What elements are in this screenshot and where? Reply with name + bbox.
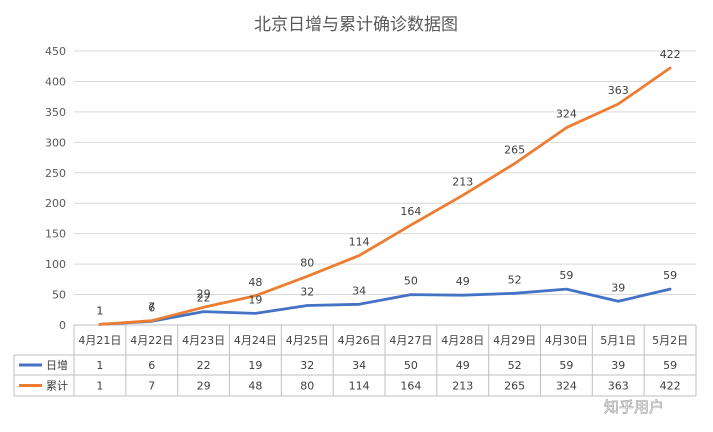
x-tick-label-3: 4月24日 bbox=[234, 334, 277, 347]
data-label-0-6: 50 bbox=[404, 275, 418, 288]
data-label-0-9: 59 bbox=[559, 269, 573, 282]
data-label-0-1: 6 bbox=[148, 301, 155, 314]
table-cell-0-1: 6 bbox=[148, 359, 155, 372]
table-cell-0-7: 49 bbox=[456, 359, 470, 372]
series-line-0 bbox=[98, 287, 672, 326]
table-cell-0-5: 34 bbox=[352, 359, 366, 372]
x-tick-label-4: 4月25日 bbox=[286, 334, 329, 347]
y-tick-label-3: 150 bbox=[45, 228, 66, 241]
y-tick-label-0: 0 bbox=[59, 319, 66, 332]
x-tick-label-0: 4月21日 bbox=[78, 334, 121, 347]
table-cell-1-1: 7 bbox=[148, 380, 155, 393]
data-label-0-7: 49 bbox=[456, 275, 470, 288]
table-cell-1-0: 1 bbox=[96, 380, 103, 393]
table-cell-1-7: 213 bbox=[452, 380, 473, 393]
data-label-0-2: 22 bbox=[197, 292, 211, 305]
data-label-1-0: 1 bbox=[96, 304, 103, 317]
table-cell-0-9: 59 bbox=[559, 359, 573, 372]
table-cell-1-3: 48 bbox=[248, 380, 262, 393]
y-tick-label-1: 50 bbox=[52, 289, 66, 302]
x-tick-label-9: 4月30日 bbox=[545, 334, 588, 347]
table-cell-0-2: 22 bbox=[197, 359, 211, 372]
table-cell-1-10: 363 bbox=[608, 380, 629, 393]
x-tick-label-7: 4月28日 bbox=[441, 334, 484, 347]
x-tick-label-11: 5月2日 bbox=[652, 334, 688, 347]
y-axis-ticks: 0 50 100 150 200 250 300 350 400 450 bbox=[45, 45, 66, 332]
gridlines bbox=[74, 50, 696, 296]
data-label-0-5: 34 bbox=[352, 284, 366, 297]
data-label-0-10: 39 bbox=[611, 281, 625, 294]
y-tick-label-5: 250 bbox=[45, 167, 66, 180]
table-cell-1-2: 29 bbox=[197, 380, 211, 393]
series-line-1 bbox=[98, 66, 672, 326]
watermark: 知乎用户 bbox=[604, 398, 664, 416]
table-cell-0-6: 50 bbox=[404, 359, 418, 372]
data-label-1-5: 114 bbox=[349, 236, 370, 249]
series-lines bbox=[98, 66, 672, 326]
x-tick-label-2: 4月23日 bbox=[182, 334, 225, 347]
table-cell-0-10: 39 bbox=[611, 359, 625, 372]
y-tick-label-7: 350 bbox=[45, 106, 66, 119]
data-table: 4月21日 4月22日 4月23日 4月24日 4月25日 4月26日 4月27日 4月28日… bbox=[13, 324, 697, 397]
data-label-1-7: 213 bbox=[452, 175, 473, 188]
data-label-1-11: 422 bbox=[660, 48, 681, 61]
data-label-0-8: 52 bbox=[508, 273, 522, 286]
data-label-1-9: 324 bbox=[556, 108, 577, 121]
y-tick-label-8: 400 bbox=[45, 75, 66, 88]
data-label-0-11: 59 bbox=[663, 269, 677, 282]
table-cell-0-11: 59 bbox=[663, 359, 677, 372]
y-tick-label-4: 200 bbox=[45, 197, 66, 210]
x-tick-label-5: 4月26日 bbox=[338, 334, 381, 347]
chart-title: 北京日增与累计确诊数据图 bbox=[254, 15, 458, 35]
table-cell-0-8: 52 bbox=[508, 359, 522, 372]
data-label-1-1: 7 bbox=[148, 301, 155, 314]
data-label-1-10: 363 bbox=[608, 84, 629, 97]
x-tick-label-8: 4月29日 bbox=[493, 334, 536, 347]
table-cell-1-5: 114 bbox=[349, 380, 370, 393]
data-label-1-6: 164 bbox=[400, 205, 421, 218]
table-cell-1-11: 422 bbox=[660, 380, 681, 393]
data-label-0-0: 1 bbox=[96, 304, 103, 317]
table-cell-1-8: 265 bbox=[504, 380, 525, 393]
data-label-0-4: 32 bbox=[300, 286, 314, 299]
data-label-0-3: 19 bbox=[248, 293, 262, 306]
data-label-1-3: 48 bbox=[248, 276, 262, 289]
table-cell-1-9: 324 bbox=[556, 380, 577, 393]
legend-label-0: 日增 bbox=[46, 358, 68, 372]
data-label-1-4: 80 bbox=[300, 256, 314, 269]
table-cell-1-4: 80 bbox=[300, 380, 314, 393]
y-tick-label-6: 300 bbox=[45, 136, 66, 149]
x-tick-label-10: 5月1日 bbox=[600, 334, 636, 347]
y-tick-label-2: 100 bbox=[45, 258, 66, 271]
x-tick-label-1: 4月22日 bbox=[130, 334, 173, 347]
data-label-1-8: 265 bbox=[504, 144, 525, 157]
y-tick-label-9: 450 bbox=[45, 45, 66, 58]
table-cell-0-3: 19 bbox=[248, 359, 262, 372]
x-tick-label-6: 4月27日 bbox=[389, 334, 432, 347]
table-cell-0-4: 32 bbox=[300, 359, 314, 372]
legend-label-1: 累计 bbox=[46, 380, 68, 393]
table-cell-1-6: 164 bbox=[400, 380, 421, 393]
table-cell-0-0: 1 bbox=[96, 359, 103, 372]
data-label-1-2: 29 bbox=[197, 287, 211, 300]
